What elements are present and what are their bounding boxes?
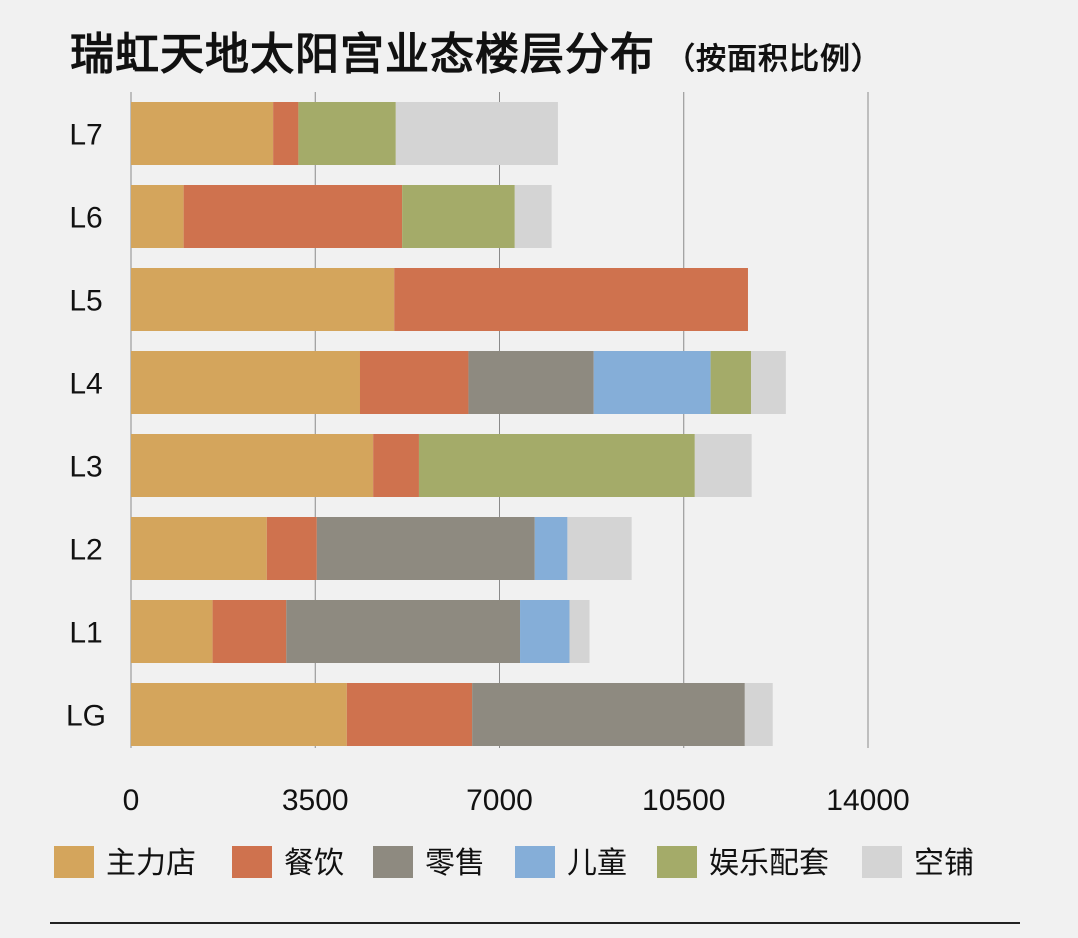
bar-segment <box>131 351 360 414</box>
bar-segment <box>273 102 299 165</box>
legend-swatch <box>657 846 697 878</box>
legend-swatch <box>515 846 555 878</box>
bar-segment <box>316 517 535 580</box>
legend-label: 零售 <box>425 846 485 881</box>
bar-segment <box>131 683 347 746</box>
bar-segment <box>514 185 552 248</box>
bar-segment <box>402 185 515 248</box>
bar-segment <box>418 434 695 497</box>
bar-segment <box>286 600 521 663</box>
legend-label: 主力店 <box>106 846 196 881</box>
bar-segment <box>567 517 632 580</box>
x-tick-label: 10500 <box>642 784 725 817</box>
y-tick-label: L2 <box>69 534 102 567</box>
bar-segment <box>131 434 374 497</box>
bar-segment <box>468 351 594 414</box>
bar-segment <box>183 185 403 248</box>
legend-label: 餐饮 <box>284 846 344 881</box>
chart-title: 瑞虹天地太阳宫业态楼层分布 （按面积比例） <box>70 18 882 82</box>
y-tick-label: L7 <box>69 119 102 152</box>
bar-segment <box>534 517 568 580</box>
bar-segment <box>131 102 274 165</box>
bar-segment <box>131 185 184 248</box>
bar-segment <box>298 102 396 165</box>
y-tick-label: L4 <box>69 368 102 401</box>
legend-swatch <box>232 846 272 878</box>
bar-segment <box>710 351 752 414</box>
bar-segment <box>593 351 711 414</box>
bar-segment <box>520 600 570 663</box>
legend-label: 空铺 <box>914 846 974 881</box>
chart-subtitle: （按面积比例） <box>665 42 882 77</box>
bar-segment <box>212 600 287 663</box>
bar-segment <box>346 683 473 746</box>
x-tick-label: 3500 <box>282 784 349 817</box>
bar-segment <box>751 351 786 414</box>
y-tick-label: L6 <box>69 202 102 235</box>
chart-title-text: 瑞虹天地太阳宫业态楼层分布 <box>70 29 655 80</box>
legend-swatch <box>54 846 94 878</box>
y-tick-label: L3 <box>69 451 102 484</box>
y-tick-label: L5 <box>69 285 102 318</box>
bar-segment <box>131 600 213 663</box>
y-tick-label: L1 <box>69 617 102 650</box>
x-tick-label: 14000 <box>826 784 909 817</box>
bar-segment <box>744 683 773 746</box>
bar-segment <box>569 600 590 663</box>
bar-segment <box>373 434 419 497</box>
legend-swatch <box>373 846 413 878</box>
legend-swatch <box>862 846 902 878</box>
bar-segment <box>694 434 752 497</box>
bar-segment <box>395 102 558 165</box>
bar-segment <box>131 268 395 331</box>
stacked-bar-chart: L7 L6 L5 L4 L3 L2 L1 LG 0 3500 7000 10500 14000 主力店 餐饮… <box>54 92 974 881</box>
bottom-divider <box>50 922 1020 924</box>
bar-segment <box>266 517 317 580</box>
bar-segment <box>359 351 469 414</box>
bar-segment <box>131 517 267 580</box>
x-tick-label: 0 <box>123 784 140 817</box>
y-tick-label: LG <box>66 700 106 733</box>
legend-label: 娱乐配套 <box>709 846 829 881</box>
bar-segment <box>472 683 745 746</box>
x-tick-label: 7000 <box>466 784 533 817</box>
legend-label: 儿童 <box>567 846 627 881</box>
bar-segment <box>394 268 748 331</box>
